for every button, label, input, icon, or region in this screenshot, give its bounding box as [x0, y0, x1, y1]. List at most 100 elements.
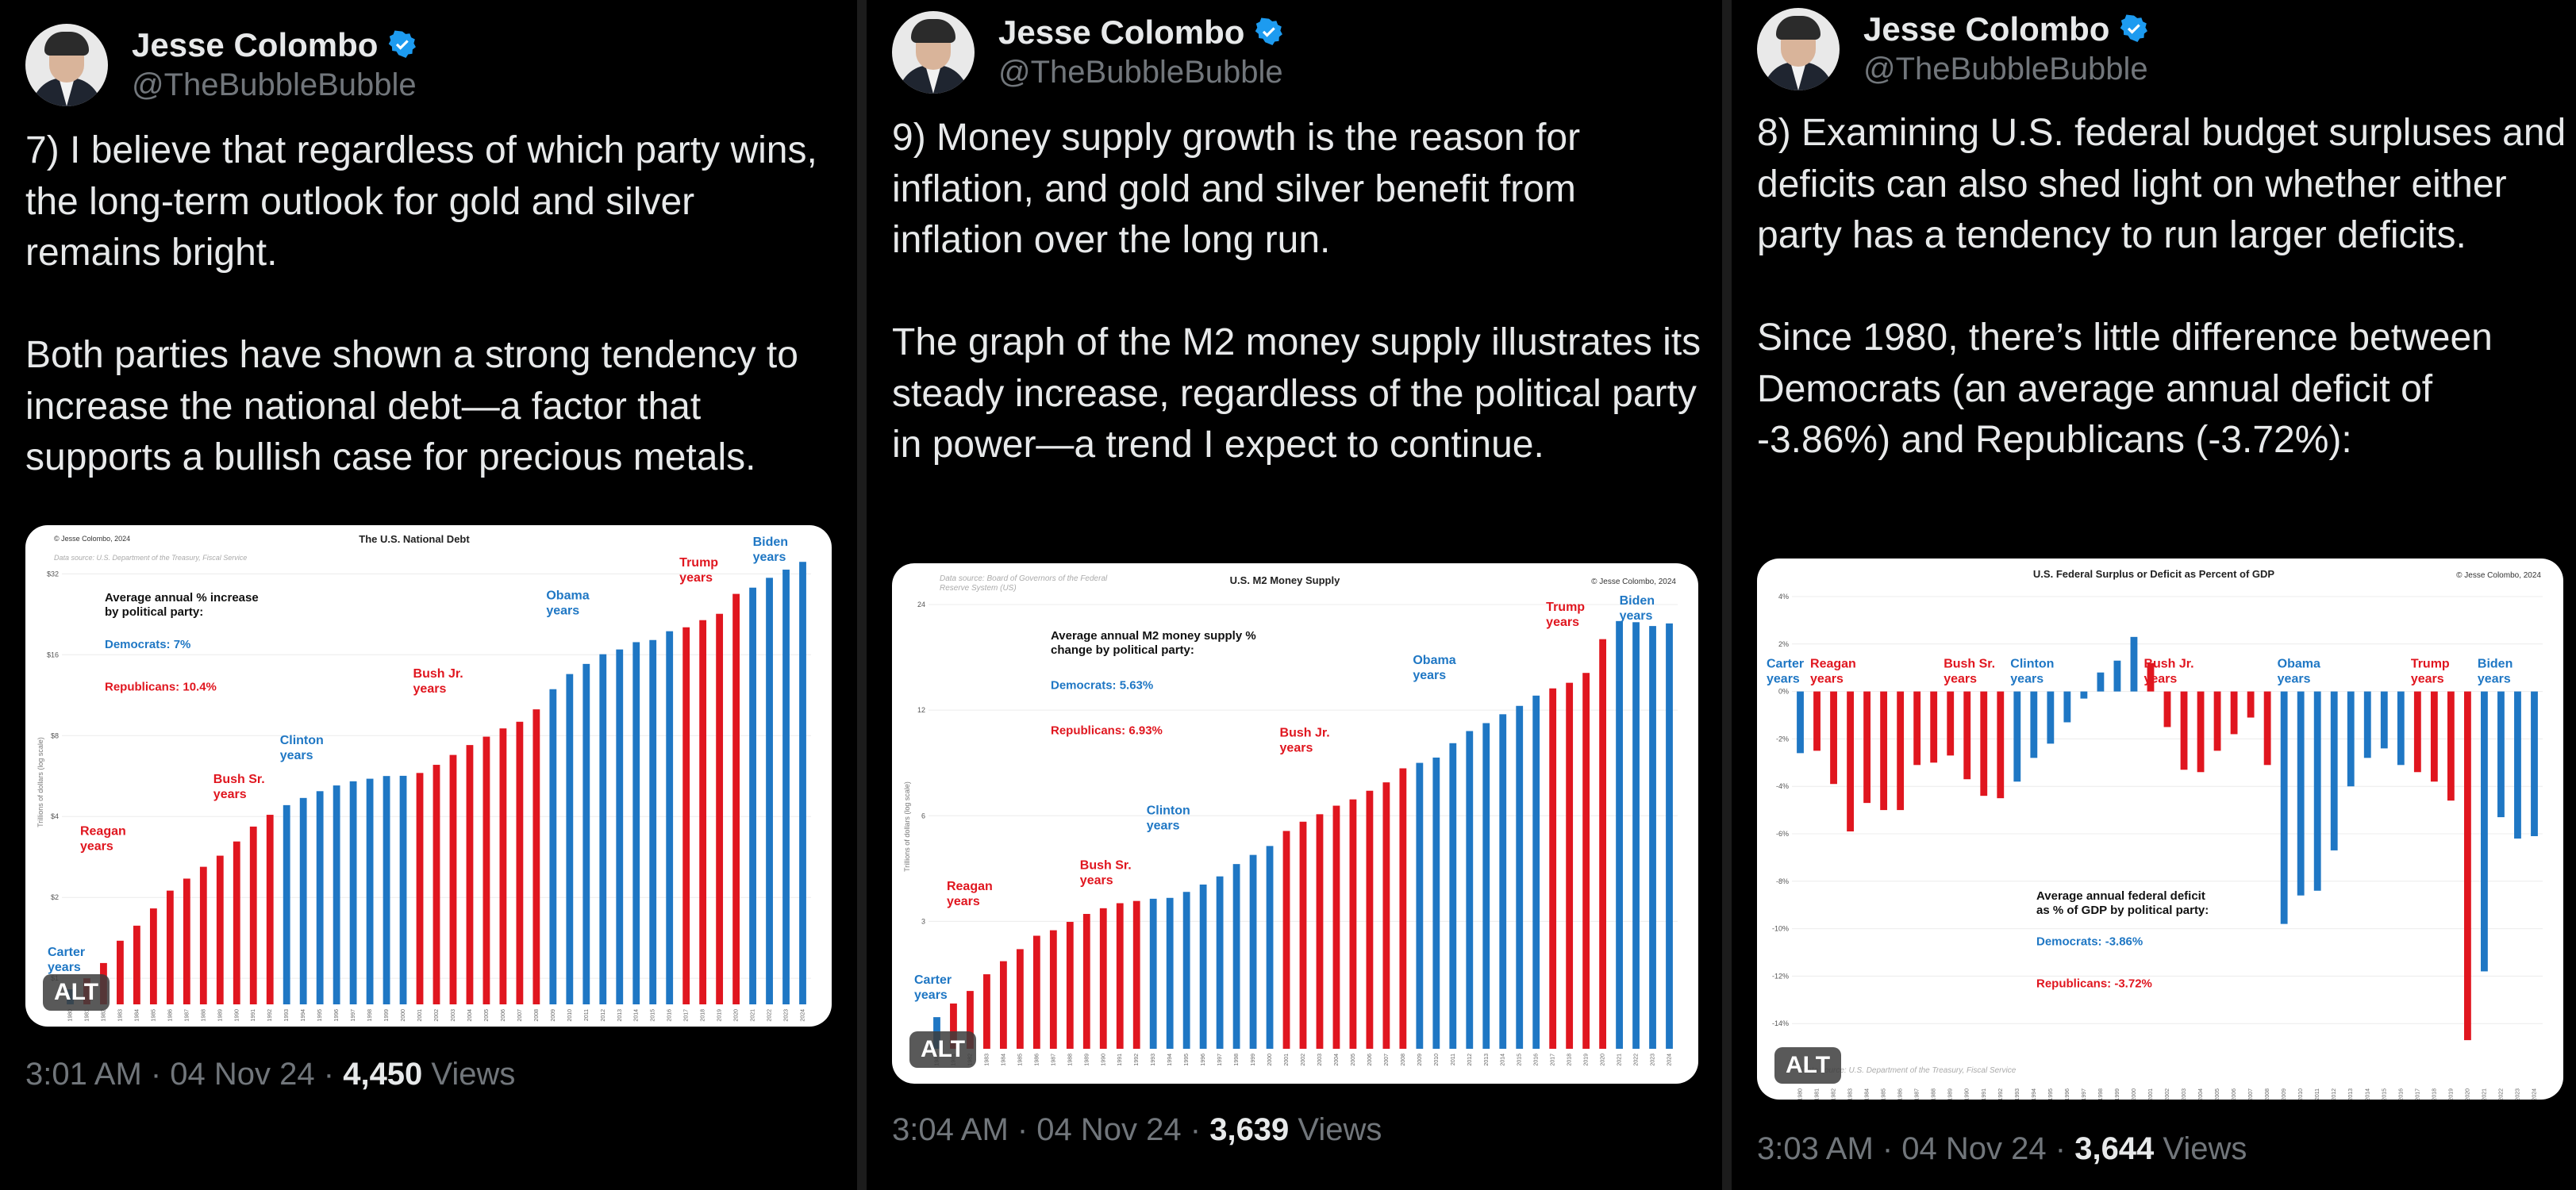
bar-1990 — [233, 841, 240, 1004]
bar-1985 — [1880, 691, 1888, 811]
era-label: Clinton years — [1147, 804, 1190, 832]
x-tick-label: 2022 — [1634, 1054, 1640, 1066]
era-label: Trump years — [679, 556, 718, 585]
panel-divider — [1722, 0, 1732, 1190]
x-tick-label: 1987 — [1915, 1088, 1920, 1100]
bar-2013 — [2347, 691, 2355, 787]
bar-2023 — [2514, 691, 2521, 839]
bar-2009 — [1416, 762, 1424, 1049]
bar-1987 — [183, 878, 190, 1004]
era-label: Bush Sr. years — [213, 773, 265, 801]
alt-badge[interactable]: ALT — [43, 974, 110, 1011]
x-tick-label: 1991 — [1117, 1054, 1123, 1066]
bar-2024 — [1666, 623, 1673, 1049]
bar-1990 — [1963, 691, 1971, 780]
tweet-meta: 3:01 AM · 04 Nov 24 · 4,450 Views — [25, 1057, 515, 1092]
bar-1998 — [1232, 864, 1240, 1049]
x-tick-label: 2002 — [434, 1009, 440, 1022]
bar-1991 — [249, 826, 257, 1004]
bar-1988 — [199, 866, 207, 1004]
timestamp[interactable]: 3:01 AM · 04 Nov 24 · — [25, 1057, 344, 1092]
x-tick-label: 2011 — [1451, 1054, 1456, 1065]
avatar[interactable] — [1757, 8, 1840, 90]
x-tick-label: 2018 — [701, 1009, 706, 1022]
y-tick-label: 12 — [917, 706, 925, 714]
x-tick-label: 2014 — [634, 1009, 640, 1022]
era-label: Bush Sr. years — [1080, 859, 1132, 888]
alt-badge[interactable]: ALT — [909, 1031, 977, 1068]
x-tick-label: 2005 — [2215, 1088, 2220, 1100]
avatar[interactable] — [892, 11, 975, 94]
timestamp[interactable]: 3:03 AM · 04 Nov 24 · — [1757, 1131, 2075, 1166]
y-tick-label: 0% — [1778, 688, 1789, 696]
avatar[interactable] — [25, 24, 108, 106]
chart-source: Data source: U.S. Department of the Trea… — [1801, 1066, 2017, 1075]
era-label: Reagan years — [1810, 658, 1856, 686]
bar-1983 — [117, 940, 124, 1004]
x-tick-label: 2013 — [1484, 1054, 1490, 1066]
bar-1980 — [1797, 691, 1804, 754]
author-name[interactable]: Jesse Colombo — [998, 13, 1245, 51]
author-handle[interactable]: @TheBubbleBubble — [998, 55, 1283, 90]
bar-2000 — [1266, 846, 1274, 1049]
bar-1989 — [1947, 691, 1955, 756]
x-tick-label: 1992 — [267, 1009, 273, 1022]
chart-card[interactable]: U.S. Federal Surplus or Deficit as Perce… — [1757, 559, 2563, 1100]
x-tick-label: 1998 — [1234, 1054, 1240, 1066]
verified-badge-icon — [1255, 17, 1283, 45]
bar-2017 — [1549, 688, 1557, 1049]
y-tick-label: $8 — [51, 731, 59, 739]
author-handle[interactable]: @TheBubbleBubble — [132, 67, 417, 102]
x-tick-label: 2017 — [2415, 1088, 2420, 1100]
views-count: 3,644 — [2074, 1131, 2155, 1166]
x-tick-label: 2023 — [2515, 1088, 2520, 1100]
legend-democrats: Democrats: 7% — [105, 638, 190, 651]
bar-2023 — [1649, 626, 1656, 1049]
x-tick-label: 1999 — [384, 1009, 390, 1022]
bar-1998 — [366, 778, 374, 1004]
bar-1996 — [333, 785, 340, 1004]
bar-2003 — [1316, 814, 1324, 1049]
tweet-header: Jesse Colombo @TheBubbleBubble — [25, 24, 417, 106]
chart-card[interactable]: U.S. M2 Money Supply © Jesse Colombo, 202… — [892, 563, 1698, 1084]
bar-2000 — [2130, 636, 2138, 692]
x-tick-label: 1989 — [1084, 1054, 1090, 1066]
bar-1996 — [1199, 884, 1207, 1049]
x-tick-label: 2004 — [467, 1009, 473, 1022]
era-label: Bush Jr. years — [1280, 726, 1330, 754]
chart-card[interactable]: The U.S. National Debt © Jesse Colombo, 2… — [25, 525, 832, 1027]
x-tick-label: 1987 — [1051, 1054, 1056, 1066]
chart-credit: © Jesse Colombo, 2024 — [2456, 571, 2541, 580]
bar-2004 — [2197, 691, 2205, 773]
era-label: Carter years — [1767, 658, 1804, 686]
x-tick-label: 2009 — [551, 1009, 556, 1022]
x-tick-label: 2000 — [1267, 1054, 1273, 1066]
bar-1992 — [1132, 900, 1140, 1049]
x-tick-label: 1990 — [234, 1009, 240, 1022]
x-tick-label: 2009 — [2282, 1088, 2287, 1100]
bar-2009 — [549, 689, 557, 1004]
x-tick-label: 1991 — [251, 1009, 256, 1022]
bar-1989 — [1082, 914, 1090, 1049]
x-tick-label: 1989 — [1948, 1088, 1954, 1100]
era-label: Trump years — [1546, 601, 1585, 629]
y-tick-label: -8% — [1776, 877, 1789, 885]
tweet-meta: 3:03 AM · 04 Nov 24 · 3,644 Views — [1757, 1131, 2247, 1167]
alt-badge[interactable]: ALT — [1774, 1047, 1842, 1084]
x-tick-label: 2003 — [451, 1009, 456, 1022]
author-handle[interactable]: @TheBubbleBubble — [1863, 52, 2148, 86]
author-name[interactable]: Jesse Colombo — [1863, 10, 2110, 48]
y-tick-label: -10% — [1772, 925, 1789, 933]
x-tick-label: 2007 — [1384, 1054, 1390, 1066]
timestamp[interactable]: 3:04 AM · 04 Nov 24 · — [892, 1112, 1210, 1147]
x-tick-label: 1995 — [2048, 1088, 2054, 1100]
author-name[interactable]: Jesse Colombo — [132, 26, 379, 63]
views-count: 4,450 — [343, 1057, 423, 1092]
views-count: 3,639 — [1209, 1112, 1290, 1147]
x-tick-label: 1985 — [151, 1009, 156, 1022]
tweet-text: 7) I believe that regardless of which pa… — [25, 129, 817, 478]
x-tick-label: 2015 — [1517, 1054, 1523, 1066]
x-tick-label: 2018 — [1567, 1054, 1573, 1066]
x-tick-label: 1990 — [1965, 1088, 1970, 1100]
bar-2002 — [1299, 821, 1307, 1049]
